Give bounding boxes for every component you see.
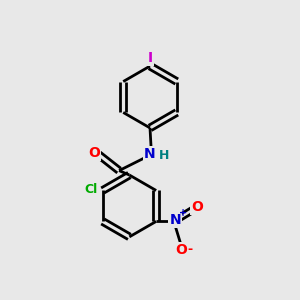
Text: H: H [159, 149, 169, 162]
Text: N: N [169, 213, 181, 227]
Text: N: N [144, 147, 156, 161]
Text: Cl: Cl [85, 182, 98, 196]
Text: I: I [147, 51, 153, 65]
Text: O: O [191, 200, 203, 214]
Text: -: - [187, 243, 192, 256]
Text: O: O [88, 146, 100, 160]
Text: O: O [175, 243, 187, 257]
Text: +: + [179, 208, 187, 218]
